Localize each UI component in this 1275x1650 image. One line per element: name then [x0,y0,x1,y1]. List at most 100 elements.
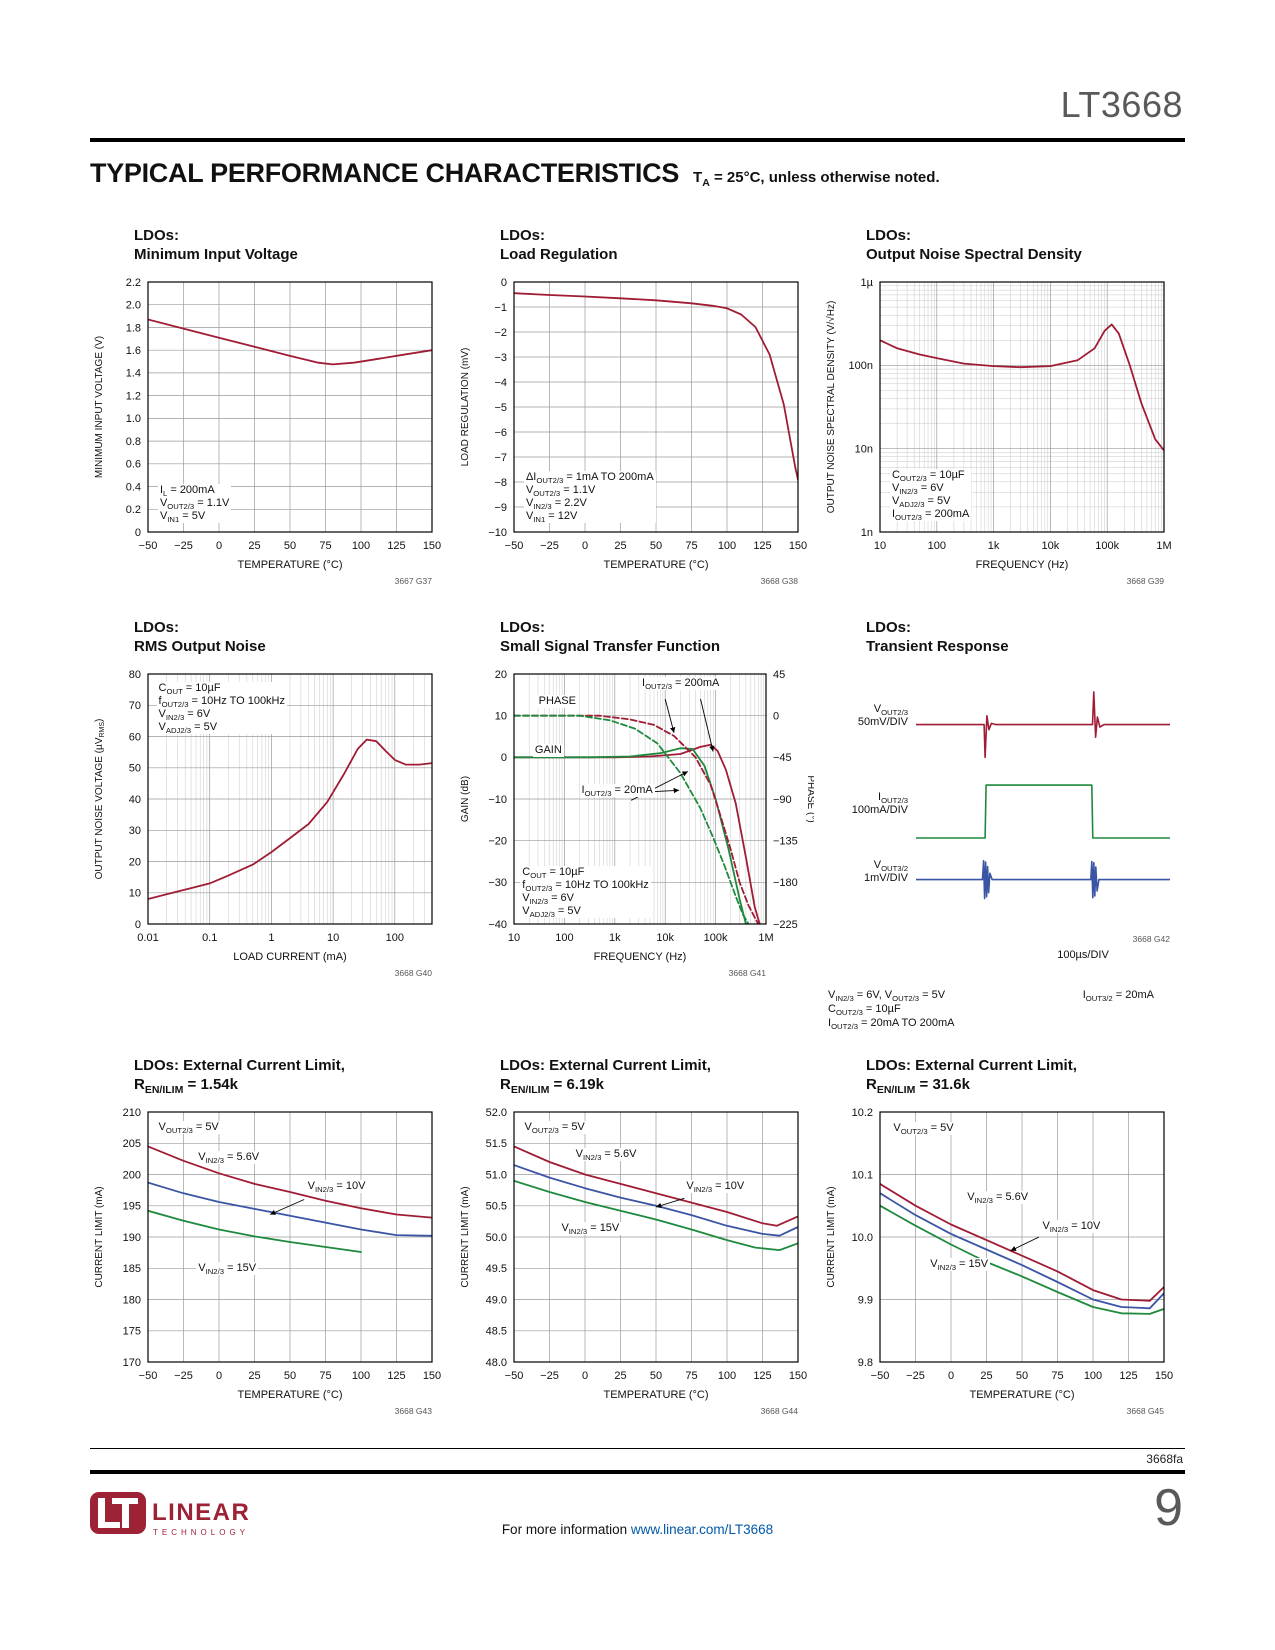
chart-note: COUT = 10µF fOUT2/3 = 10Hz TO 100kHz VIN2/… [156,681,288,735]
svg-text:51.5: 51.5 [486,1138,507,1150]
chart-ldo-rms-output-noise: LDOs: RMS Output Noise 0.01 0.1 1 10 100 0 10 20 3… [88,618,454,1030]
svg-text:−7: −7 [494,452,507,464]
svg-text:1.8: 1.8 [126,322,141,334]
trace-label: VOUT2/3 50mV/DIV [857,702,908,728]
svg-text:50: 50 [284,1370,296,1382]
svg-text:FREQUENCY (Hz): FREQUENCY (Hz) [594,951,687,963]
chart-title-line1: LDOs: [134,619,179,636]
svg-text:100µs/DIV: 100µs/DIV [1057,949,1109,961]
svg-text:175: 175 [123,1326,141,1338]
svg-text:10k: 10k [1042,540,1060,552]
svg-text:45: 45 [773,669,785,681]
chart-note: IL = 200mA VOUT2/3 = 1.1V VIN1 = 5V [157,484,232,525]
chart-title: LDOs: Transient Response [866,618,1186,656]
series-label: GAIN [532,744,564,757]
part-number: LT3668 [1060,84,1183,125]
svg-text:100: 100 [555,932,573,944]
series-label: VIN2/3 = 10V [305,1179,368,1194]
logo-subtext: TECHNOLOGY [153,1528,249,1537]
chart-title-line2: Output Noise Spectral Density [866,246,1082,263]
svg-text:125: 125 [753,1370,771,1382]
trace-label: IOUT2/3 100mA/DIV [851,791,908,816]
plot-area-ldo-transient-response: 100µs/DIV 3668 G42 VOUT2/3 50mV/DIV IOUT2/3 1… [820,662,1180,1031]
svg-text:9.9: 9.9 [858,1294,873,1306]
svg-text:25: 25 [980,1370,992,1382]
scope-conditions-right: IOUT3/2 = 20mA [1082,989,1154,1004]
svg-text:0: 0 [135,527,141,539]
footer-rule [90,1470,1185,1474]
svg-text:10: 10 [508,932,520,944]
series-noise-density [880,323,1164,452]
svg-text:10k: 10k [656,932,674,944]
svg-text:−5: −5 [494,402,507,414]
series-label: VIN2/3 = 5.6V [573,1148,639,1163]
svg-text:0: 0 [501,752,507,764]
chart-title: LDOs: External Current Limit, REN/ILIM = … [500,1056,820,1095]
series-phase-200mA [514,714,760,924]
svg-text:−10: −10 [488,527,507,539]
footer-link[interactable]: www.linear.com/LT3668 [630,1522,774,1537]
svg-text:0.1: 0.1 [202,932,217,944]
svg-text:3668 G44: 3668 G44 [761,1406,799,1416]
svg-text:75: 75 [685,540,697,552]
svg-text:75: 75 [1051,1370,1063,1382]
svg-text:1.2: 1.2 [126,390,141,402]
ldo-load-regulation-plot: −50 −25 0 25 50 75 100 125 150 0 −1 −2 −3 −4 −5 −6 −7 −8 −… [460,277,807,586]
svg-text:20: 20 [495,669,507,681]
svg-text:−30: −30 [488,877,507,889]
svg-text:−25: −25 [540,540,559,552]
series-label: VOUT2/3 = 5V [891,1122,956,1137]
svg-text:60: 60 [129,731,141,743]
chart-title: LDOs: Small Signal Transfer Function [500,618,820,656]
page-number: 9 [1154,1479,1183,1537]
svg-text:100: 100 [352,1370,370,1382]
svg-text:10.1: 10.1 [852,1169,873,1181]
ldo-output-noise-spectral-density-plot: 10 100 1k 10k 100k 1M 1n 10n 100n 1µ FREQUENCY (Hz… [825,277,1172,586]
svg-text:−50: −50 [505,540,524,552]
svg-text:1.6: 1.6 [126,345,141,357]
svg-text:−25: −25 [906,1370,925,1382]
svg-text:0: 0 [773,710,779,722]
svg-text:150: 150 [423,1370,441,1382]
chart-ldo-external-current-limit-31p6k: LDOs: External Current Limit, REN/ILIM = … [820,1056,1186,1422]
plot-area-ldo-external-current-limit-6p19k: −50 −25 0 25 50 75 100 125 150 48.0 48.5 49.0 49.5 50… [454,1100,814,1422]
svg-text:−10: −10 [488,794,507,806]
series-minimum-input-voltage [148,318,432,366]
svg-text:170: 170 [123,1357,141,1369]
svg-text:125: 125 [1119,1370,1137,1382]
series-label: VOUT2/3 = 5V [156,1120,221,1135]
svg-text:TEMPERATURE (°C): TEMPERATURE (°C) [603,1389,708,1401]
svg-text:3668 G45: 3668 G45 [1127,1406,1165,1416]
charts-grid: LDOs: Minimum Input Voltage −50 −25 0 25 50 75 1… [88,226,1188,1422]
chart-title-line1: LDOs: [500,227,545,244]
svg-text:1.0: 1.0 [126,413,141,425]
svg-text:10: 10 [874,540,886,552]
series-label: VIN2/3 = 15V [559,1222,622,1237]
series-label: VIN2/3 = 10V [684,1179,747,1194]
svg-text:0.8: 0.8 [126,436,141,448]
svg-text:180: 180 [123,1294,141,1306]
plot-area-ldo-small-signal-transfer-function: 10 100 1k 10k 100k 1M 20 10 0 −10 −20 −30 −40 45 0 −45−… [454,662,814,984]
svg-text:0.6: 0.6 [126,459,141,471]
svg-text:40: 40 [129,794,141,806]
svg-text:52.0: 52.0 [486,1107,507,1119]
svg-text:10n: 10n [855,443,873,455]
svg-text:49.5: 49.5 [486,1263,507,1275]
svg-text:−40: −40 [488,919,507,931]
svg-text:−180: −180 [773,877,798,889]
svg-text:49.0: 49.0 [486,1294,507,1306]
chart-title-line1: LDOs: [500,619,545,636]
chart-title-line2: Minimum Input Voltage [134,246,298,263]
svg-text:3668 G43: 3668 G43 [395,1406,433,1416]
logo-wordmark: LINEAR [152,1499,250,1526]
svg-text:CURRENT LIMIT (mA): CURRENT LIMIT (mA) [94,1186,105,1287]
svg-text:150: 150 [789,540,807,552]
svg-text:1k: 1k [988,540,1000,552]
chart-title: LDOs: Minimum Input Voltage [134,226,454,264]
chart-note: COUT2/3 = 10µF VIN2/3 = 6V VADJ2/3 = 5V IOU… [889,468,972,522]
svg-text:100: 100 [718,540,736,552]
svg-text:−50: −50 [505,1370,524,1382]
chart-ldo-load-regulation: LDOs: Load Regulation −50 −25 0 25 50 75 100 125 1… [454,226,820,592]
chart-title-line1: LDOs: [866,619,911,636]
svg-text:−50: −50 [871,1370,890,1382]
